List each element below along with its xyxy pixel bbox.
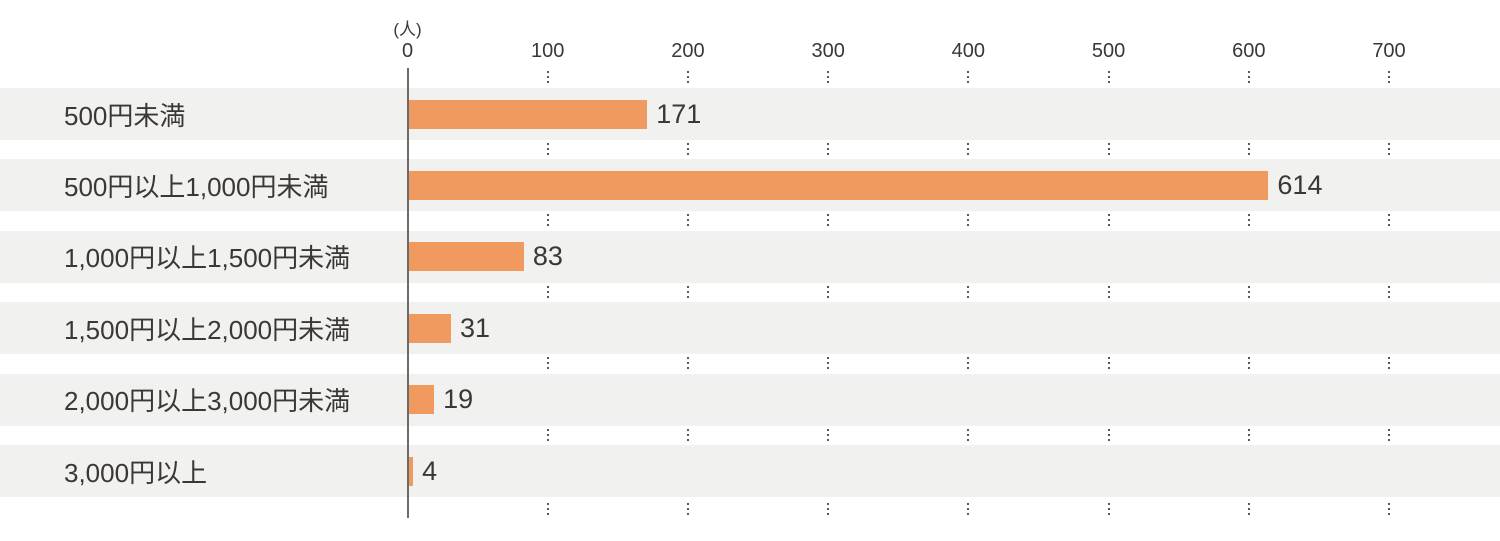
bar: [407, 99, 648, 129]
row-band: [0, 230, 1500, 283]
gridline-dot-segment: [967, 143, 969, 158]
gridline-dot-segment: [1388, 143, 1390, 158]
gridline-dot-segment: [687, 143, 689, 158]
gridline-dot-segment: [827, 428, 829, 444]
row-band: [0, 88, 1500, 140]
gridline-dot-segment: [687, 428, 689, 444]
row-band: [0, 445, 1500, 497]
gridline-dot-segment: [1248, 428, 1250, 444]
gridline-dot-segment: [967, 503, 969, 518]
gridline-dot-segment: [827, 285, 829, 301]
gridline-dot-segment: [1108, 503, 1110, 518]
gridline-dot-segment: [1248, 214, 1250, 230]
gridline-dot-segment: [1248, 503, 1250, 518]
category-label: 500円以上1,000円未満: [64, 171, 329, 202]
x-tick-label: 100: [531, 40, 565, 62]
gridline-dot-segment: [687, 357, 689, 373]
gridline-dot-segment: [547, 503, 549, 518]
gridline-dot-segment: [1388, 71, 1390, 86]
axis-unit-label: (人): [393, 20, 422, 39]
gridline-dot-segment: [967, 214, 969, 230]
gridline-dot-segment: [1248, 357, 1250, 373]
row-band: [0, 302, 1500, 355]
gridline-dot-segment: [827, 503, 829, 518]
gridline-dot-segment: [1388, 428, 1390, 444]
gridline-dot-segment: [1108, 357, 1110, 373]
gridline-dot-segment: [687, 503, 689, 518]
gridline-dot-segment: [1108, 285, 1110, 301]
bar: [407, 170, 1269, 200]
gridline-dot-segment: [687, 214, 689, 230]
category-label: 1,500円以上2,000円未満: [64, 314, 351, 345]
gridline-dot-segment: [547, 214, 549, 230]
gridline-dot-segment: [967, 357, 969, 373]
gridline-dot-segment: [1248, 285, 1250, 301]
gridline-dot-segment: [1388, 214, 1390, 230]
row-band: [0, 373, 1500, 426]
category-label: 1,000円以上1,500円未満: [64, 243, 351, 274]
x-tick-label: 0: [401, 40, 414, 62]
gridline-dot-segment: [827, 71, 829, 86]
gridline-dot-segment: [1108, 428, 1110, 444]
gridline-dot-segment: [1108, 143, 1110, 158]
gridline-dot-segment: [547, 357, 549, 373]
bar: [407, 456, 414, 486]
gridline-dot-segment: [687, 285, 689, 301]
value-label: 83: [532, 241, 563, 272]
gridline-dot-segment: [827, 143, 829, 158]
value-label: 19: [443, 384, 474, 415]
gridline-dot-segment: [1248, 143, 1250, 158]
value-label: 4: [422, 455, 438, 486]
gridline-dot-segment: [967, 285, 969, 301]
value-label: 31: [459, 312, 490, 343]
gridline-dot-segment: [547, 285, 549, 301]
gridline-dot-segment: [687, 71, 689, 86]
gridline-dot-segment: [1388, 285, 1390, 301]
gridline-dot-segment: [967, 71, 969, 86]
value-label: 171: [656, 98, 702, 129]
bar: [407, 385, 435, 415]
gridline-dot-segment: [827, 357, 829, 373]
bar: [407, 242, 524, 272]
bar: [407, 313, 451, 343]
gridline-dot-segment: [827, 214, 829, 230]
value-label: 614: [1277, 169, 1323, 200]
gridline-dot-segment: [547, 428, 549, 444]
x-tick-label: 400: [951, 40, 986, 62]
category-label: 2,000円以上3,000円未満: [64, 386, 351, 417]
x-tick-label: 600: [1232, 40, 1266, 62]
x-tick-label: 700: [1372, 40, 1406, 62]
x-tick-label: 300: [811, 40, 845, 62]
gridline-dot-segment: [547, 143, 549, 158]
x-tick-label: 500: [1091, 40, 1126, 62]
gridline-dot-segment: [1108, 71, 1110, 86]
category-label: 500円未満: [64, 100, 186, 131]
gridline-dot-segment: [1388, 357, 1390, 373]
x-tick-label: 200: [671, 40, 705, 62]
gridline-dot-segment: [547, 71, 549, 86]
category-label: 3,000円以上: [64, 457, 208, 488]
gridline-dot-segment: [967, 428, 969, 444]
gridline-dot-segment: [1248, 71, 1250, 86]
y-axis-line: [407, 68, 409, 518]
gridline-dot-segment: [1388, 503, 1390, 518]
gridline-dot-segment: [1108, 214, 1110, 230]
